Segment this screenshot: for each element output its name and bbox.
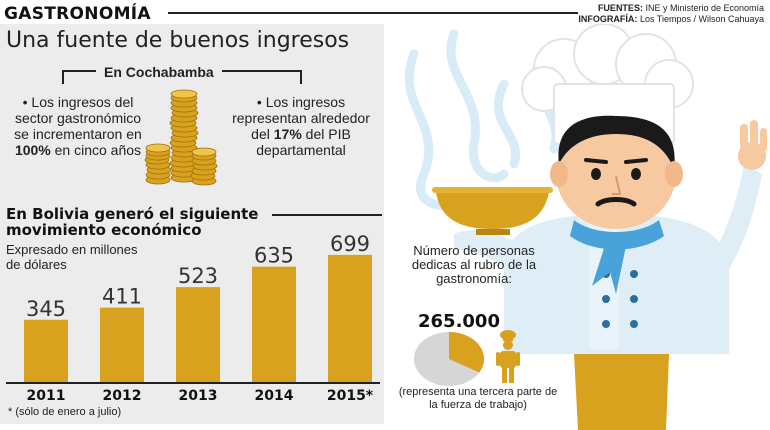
pie-share [449,332,484,373]
sources-value: INE y Ministerio de Economía [645,3,764,13]
chef-figure-icon [496,330,520,383]
bar-value-label: 411 [102,285,142,309]
coin-stack-icon [144,89,218,186]
bar-chart: 345 2011 411 2012 523 2013 635 2014 699 2015* [6,232,380,404]
fact-pib-value: 17% [273,126,302,142]
bar-value-label: 699 [330,232,370,256]
bar-2015 [328,254,372,383]
bar-2014 [252,266,296,383]
sources-label: FUENTES: [597,3,643,13]
cochabamba-label: En Cochabamba [96,64,222,80]
cochabamba-fact-growth: • Los ingresos del sector gastronómico s… [8,94,148,158]
chart-footnote: * (sólo de enero a julio) [8,406,122,418]
credits: FUENTES: INE y Ministerio de Economía IN… [578,3,764,25]
bar-2011 [24,319,68,383]
bolivia-subhead: En Bolivia generó el siguiente movimient… [6,205,259,239]
infographic-value: Los Tiempos / Wilson Cahuaya [639,14,764,24]
workforce-note: (representa una tercera parte de la fuer… [398,386,558,411]
bar-category-label: 2015* [327,388,374,404]
fact-pib-post: del PIB departamental [256,126,351,158]
bar-value-label: 635 [254,244,294,268]
bar-category-label: 2012 [103,388,142,404]
bar-value-label: 523 [178,264,218,288]
chart-units: Expresado en millones de dólares [6,242,138,272]
cochabamba-fact-pib: • Los ingresos representan alrededor del… [226,94,376,158]
bar-value-label: 345 [26,297,66,321]
fact-growth-value: 100% [14,142,51,158]
pie-chart-icon [414,332,484,386]
bar-category-label: 2013 [179,388,218,404]
fact-growth-pre: • Los ingresos del sector gastronómico s… [14,94,142,142]
bar-2013 [176,287,220,383]
header-divider [168,12,578,14]
fact-growth-post: en cinco años [50,142,142,158]
infographic-label: INFOGRAFÍA: [578,14,638,24]
bar-2012 [100,307,144,383]
subhead-divider [272,214,382,216]
section-title: GASTRONOMÍA [4,4,151,24]
chef-illustration [404,24,767,430]
fact-pib-pre: • Los ingresos representan alrededor del [232,94,370,142]
headline: Una fuente de buenos ingresos [6,28,350,53]
workforce-label: Número de personas dedicas al rubro de l… [411,243,537,286]
bar-category-label: 2011 [27,388,66,404]
bar-category-label: 2014 [255,388,294,404]
workforce-count: 265.000 [418,311,500,332]
